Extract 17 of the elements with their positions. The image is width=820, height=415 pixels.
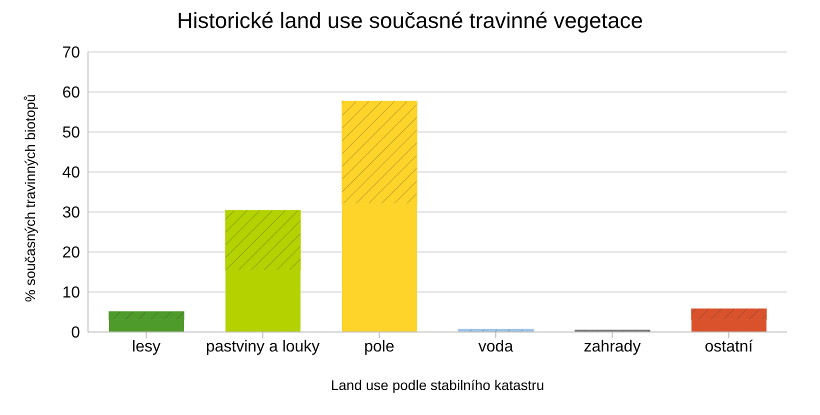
y-tick-label: 10 <box>62 284 80 302</box>
y-tick-label: 50 <box>62 124 80 142</box>
x-tick-label: pastviny a louky <box>206 338 320 356</box>
x-tick-label: voda <box>478 338 514 356</box>
x-axis-title: Land use podle stabilního katastru <box>330 377 544 393</box>
y-tick-label: 30 <box>62 204 80 222</box>
y-tick-label: 60 <box>62 84 80 102</box>
y-tick-label: 0 <box>71 324 80 342</box>
x-tick-label: lesy <box>132 338 160 356</box>
y-axis-title: % současných travinných biotopů <box>22 94 38 302</box>
x-tick-label: zahrady <box>584 338 641 356</box>
chart-title: Historické land use současné travinné vegetace <box>176 8 644 35</box>
y-tick-label: 70 <box>62 44 80 62</box>
y-tick-label: 20 <box>62 244 80 262</box>
x-tick-label: ostatní <box>704 338 754 356</box>
y-tick-label: 40 <box>62 164 80 182</box>
x-tick-label: pole <box>364 338 394 356</box>
